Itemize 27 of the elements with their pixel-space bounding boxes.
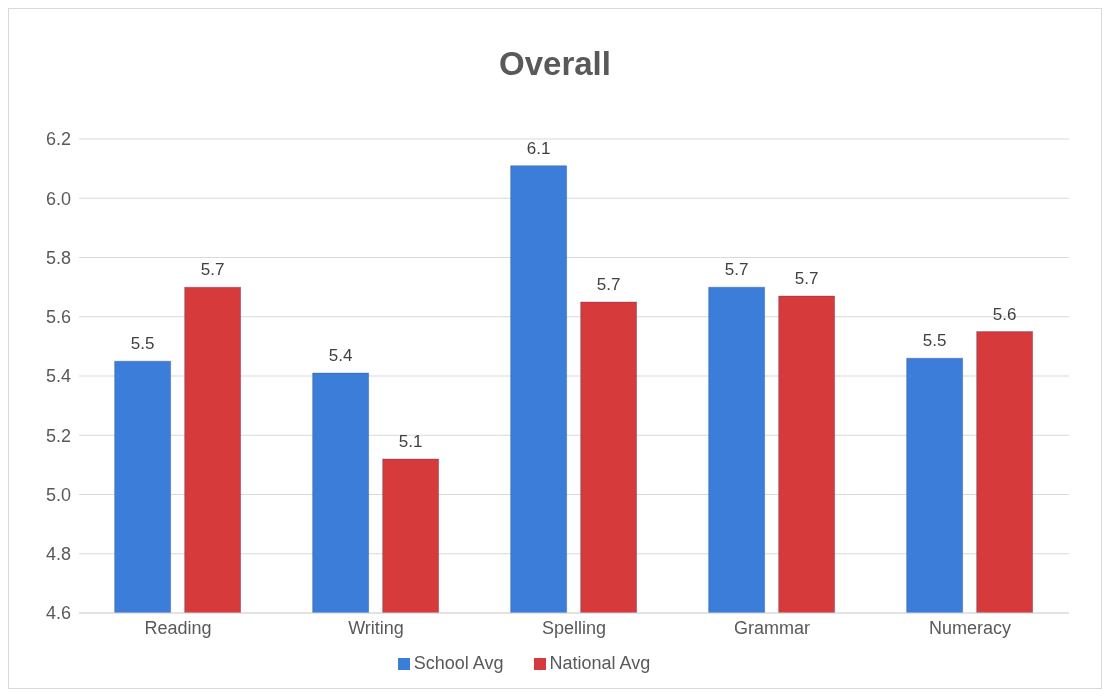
x-tick-label: Numeracy: [928, 617, 1012, 638]
data-label: 5.5: [922, 331, 947, 351]
data-label: 5.7: [794, 269, 819, 289]
x-tick-label: Reading: [144, 617, 212, 638]
data-label: 5.1: [398, 431, 423, 451]
y-tick-label: 4.8: [45, 544, 71, 565]
legend-label: School Avg: [413, 653, 504, 673]
y-tick-label: 5.6: [45, 307, 71, 328]
x-tick-label: Spelling: [541, 617, 607, 638]
y-tick-label: 5.4: [45, 366, 71, 387]
data-label: 5.7: [200, 260, 225, 280]
y-tick-label: 5.8: [45, 247, 71, 268]
data-label: 5.7: [596, 274, 621, 294]
chart-title: Overall: [498, 44, 612, 84]
data-label: 5.4: [328, 346, 353, 366]
y-tick-label: 6.0: [45, 188, 71, 209]
x-tick-label: Writing: [348, 617, 404, 638]
data-label: 6.1: [526, 138, 551, 158]
legend-label: National Avg: [549, 653, 651, 673]
data-label: 5.6: [992, 304, 1017, 324]
data-label: 5.7: [724, 260, 749, 280]
y-tick-label: 5.0: [45, 484, 71, 505]
x-tick-label: Grammar: [734, 617, 810, 638]
y-tick-label: 5.2: [45, 425, 71, 446]
y-tick-label: 6.2: [45, 129, 71, 150]
data-label: 5.5: [130, 334, 155, 354]
y-tick-label: 4.6: [45, 603, 71, 624]
